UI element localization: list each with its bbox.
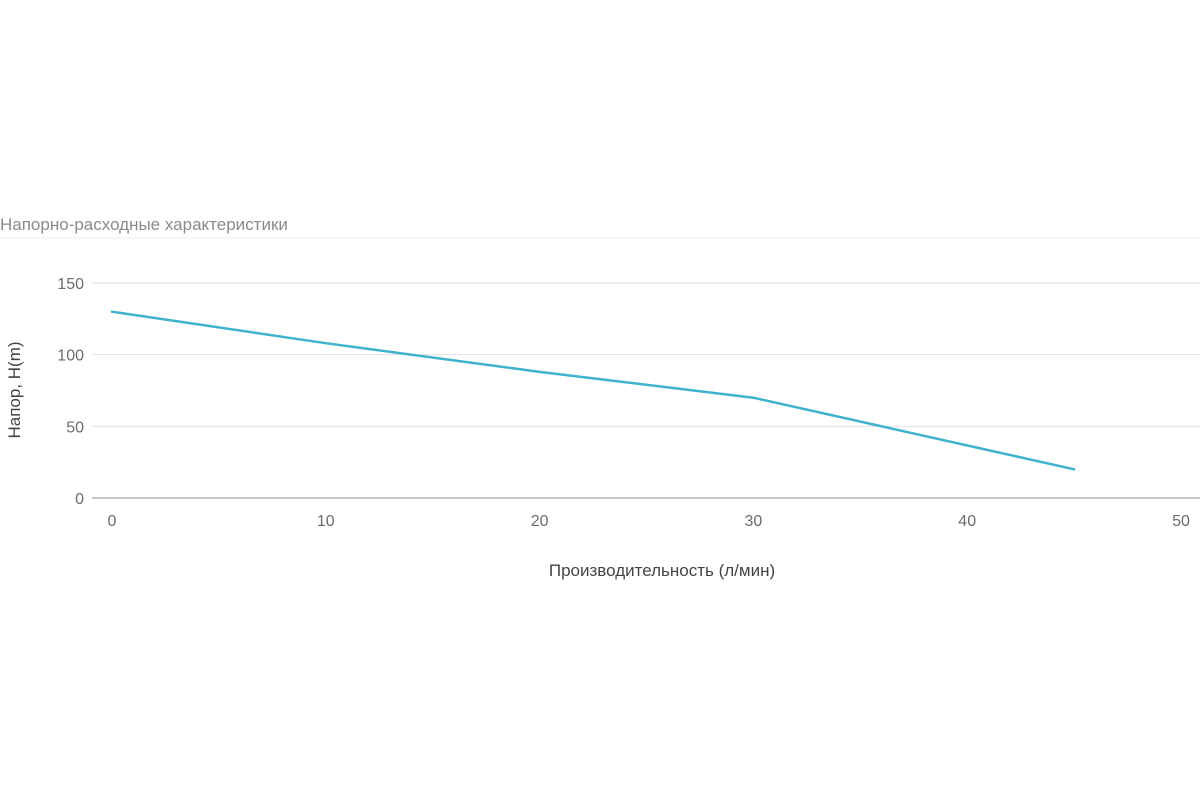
series-line <box>110 310 1076 471</box>
x-tick-label: 10 <box>317 513 335 530</box>
series-layer <box>110 310 1076 471</box>
y-tick-label: 150 <box>57 276 84 293</box>
y-tick-label: 100 <box>57 348 84 365</box>
y-axis-label: Напор, H(m) <box>5 341 24 438</box>
data-point <box>1072 468 1076 471</box>
x-tick-label: 40 <box>958 513 976 530</box>
y-tick-label: 50 <box>66 419 84 436</box>
data-point <box>110 310 114 313</box>
x-axis-label: Производительность (л/мин) <box>549 561 775 580</box>
y-axis-ticks: 0 50 100 150 <box>57 276 84 508</box>
grid-lines <box>92 282 1200 427</box>
x-tick-label: 0 <box>108 513 117 530</box>
data-point <box>538 370 541 374</box>
x-axis-ticks: 0 10 20 30 40 50 <box>108 513 1190 530</box>
chart-title: Напорно-расходные характеристики <box>0 215 288 234</box>
data-point <box>752 396 755 399</box>
data-point <box>324 342 327 345</box>
x-tick-label: 30 <box>745 513 763 530</box>
x-tick-label: 50 <box>1172 513 1190 530</box>
x-tick-label: 20 <box>531 513 549 530</box>
y-tick-label: 0 <box>75 491 84 508</box>
